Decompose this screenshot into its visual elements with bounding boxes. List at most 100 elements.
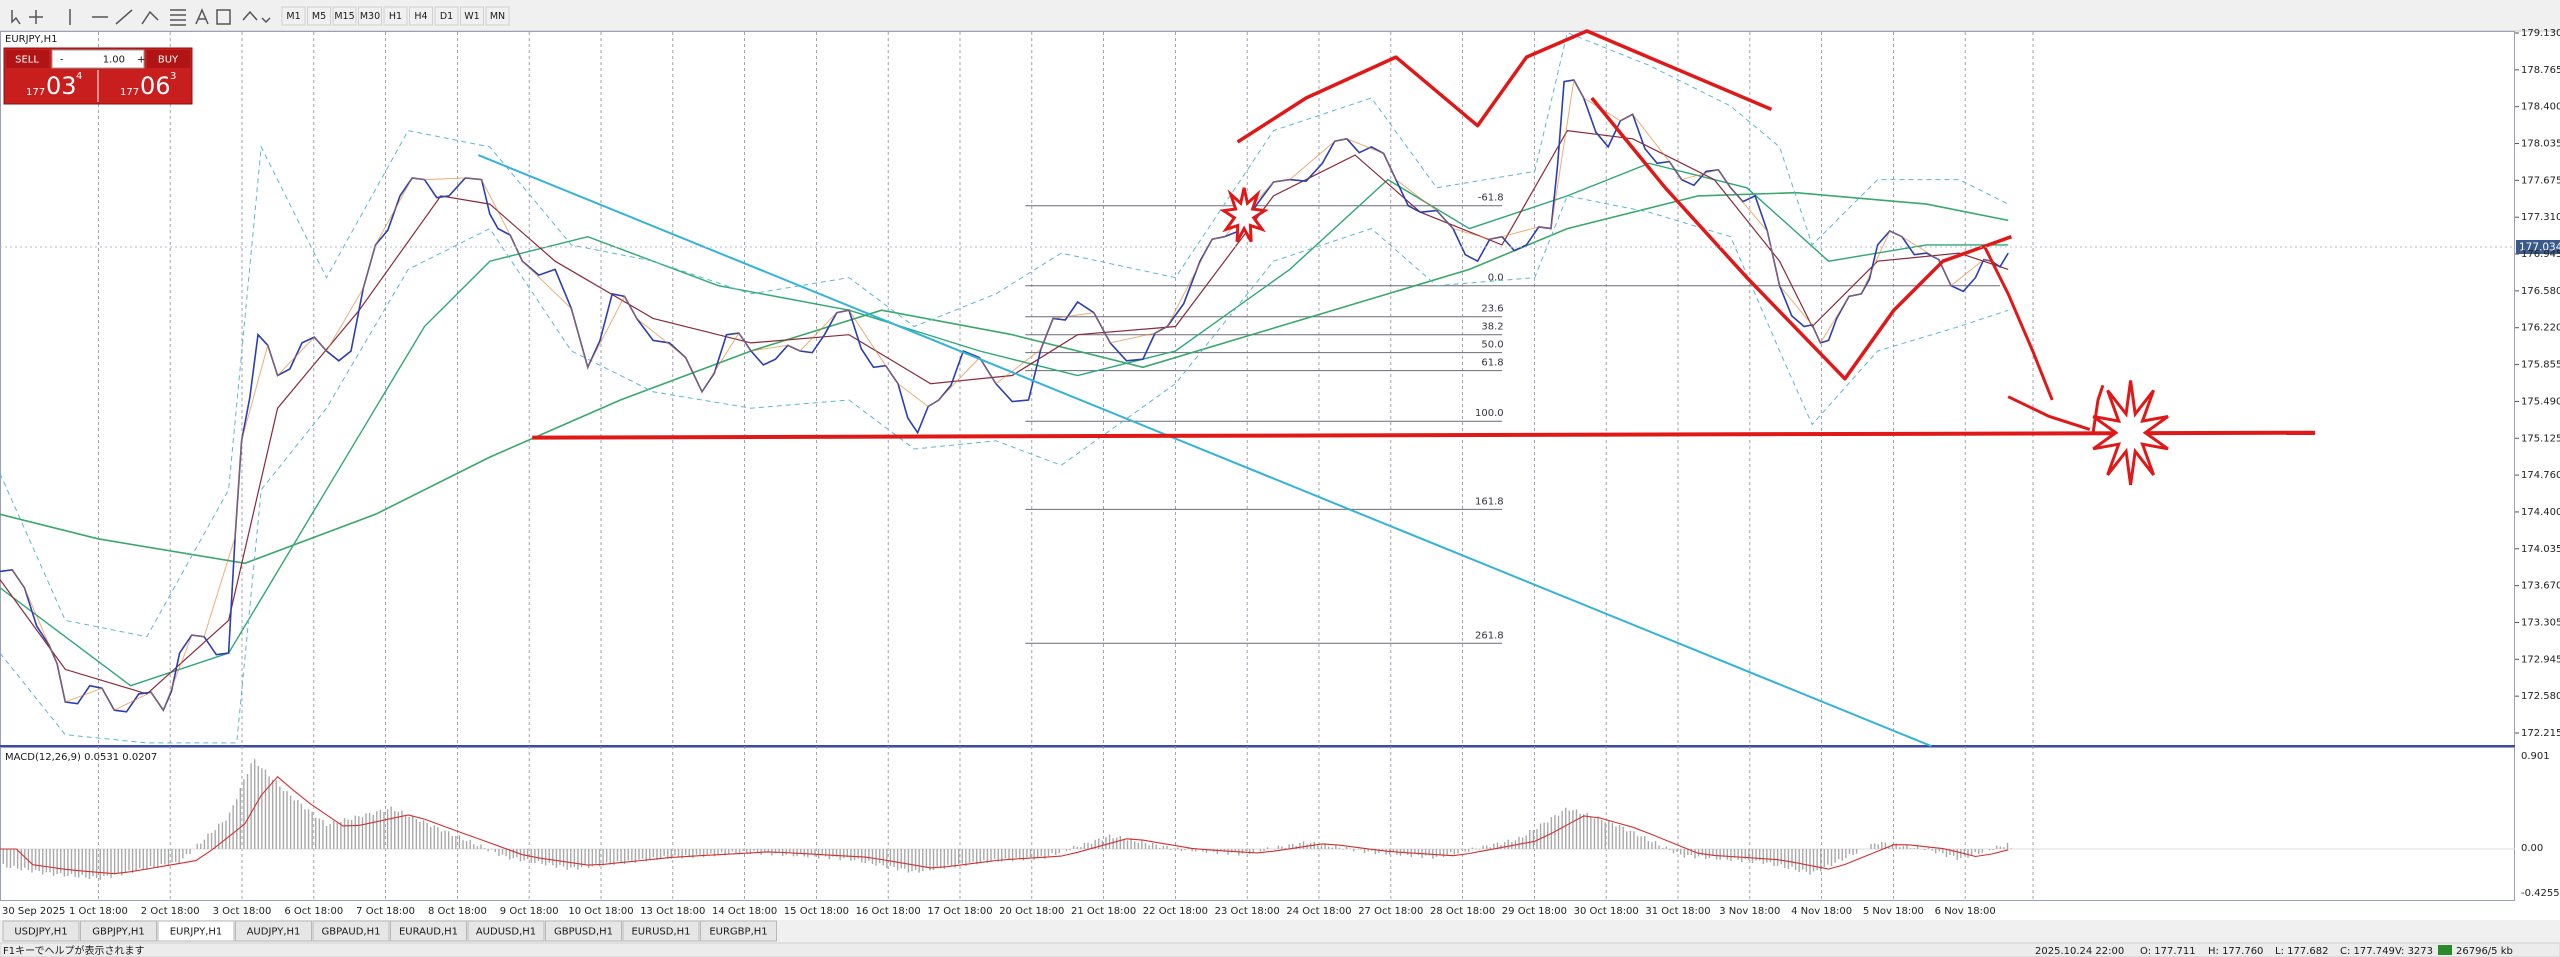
timeframe-button[interactable]	[332, 6, 357, 26]
time-label: 21 Oct 18:00	[1071, 906, 1136, 917]
chart-tab[interactable]	[700, 920, 777, 942]
price-label: 179.130	[2521, 28, 2560, 39]
buy-price-sup[interactable]: 3	[170, 71, 176, 82]
timeframe-label[interactable]: W1	[464, 11, 479, 22]
trendline-icon[interactable]	[115, 9, 133, 25]
chart-tab-label[interactable]: AUDUSD,H1	[476, 927, 536, 938]
chart-tab[interactable]	[157, 920, 235, 942]
time-label: 27 Oct 18:00	[1358, 906, 1423, 917]
status-open: O: 177.711	[2140, 946, 2196, 957]
sell-price-big[interactable]: 03	[46, 72, 77, 100]
indicator-line	[0, 191, 2009, 565]
time-label: 17 Oct 18:00	[927, 906, 992, 917]
annotation-stroke	[2091, 384, 2105, 433]
annotation-stroke	[2007, 395, 2091, 431]
chart-tab[interactable]	[390, 920, 467, 942]
chart-tab-label[interactable]: EURGBP,H1	[709, 927, 767, 938]
chart-tab[interactable]	[467, 920, 545, 942]
lot-decrease[interactable]: -	[60, 55, 64, 66]
cursor-icon[interactable]	[11, 10, 21, 25]
price-label: 173.305	[2521, 617, 2560, 628]
timeframe-button[interactable]	[409, 6, 433, 26]
time-label: 3 Nov 18:00	[1719, 906, 1780, 917]
chart-tab-label[interactable]: EURAUD,H1	[399, 927, 458, 938]
timeframe-button[interactable]	[307, 6, 331, 26]
price-label: 173.670	[2521, 581, 2560, 592]
macd-area	[0, 747, 2515, 901]
sell-price-sup[interactable]: 4	[76, 71, 82, 82]
fib-level-label: 100.0	[1475, 408, 1504, 419]
price-label: 175.855	[2521, 360, 2560, 371]
timeframe-label[interactable]: D1	[440, 11, 453, 22]
chart-tab[interactable]	[312, 920, 390, 942]
fibo-icon[interactable]	[170, 9, 186, 26]
buy-price-prefix[interactable]: 177	[120, 87, 139, 98]
chart-tab-label[interactable]: GBPUSD,H1	[554, 927, 613, 938]
price-label: 178.035	[2521, 139, 2560, 150]
timeframe-label[interactable]: MN	[490, 11, 505, 22]
timeframe-button[interactable]	[281, 6, 306, 26]
chart-tab[interactable]	[622, 920, 700, 942]
timeframe-label[interactable]: M5	[312, 11, 326, 22]
timeframe-button[interactable]	[434, 6, 459, 26]
time-label: 13 Oct 18:00	[640, 906, 705, 917]
time-label: 20 Oct 18:00	[999, 906, 1064, 917]
sell-label[interactable]: SELL	[15, 55, 39, 66]
chart-tab[interactable]	[2, 920, 80, 942]
time-label: 30 Sep 2025	[2, 906, 65, 917]
chart-tab-label[interactable]: AUDJPY,H1	[247, 927, 301, 938]
time-label: 14 Oct 18:00	[712, 906, 777, 917]
chart-tabs: USDJPY,H1 GBPJPY,H1 EURJPY,H1 AUDJPY,H1 GBPA…	[2, 920, 777, 942]
time-label: 6 Nov 18:00	[1935, 906, 1996, 917]
current-price-label: 177.034	[2519, 242, 2560, 254]
timeframe-label[interactable]: H4	[414, 11, 427, 22]
time-label: 2 Oct 18:00	[141, 906, 200, 917]
time-label: 23 Oct 18:00	[1215, 906, 1280, 917]
lot-increase[interactable]: +	[137, 55, 145, 66]
timeframe-label[interactable]: H1	[389, 11, 402, 22]
buy-price-big[interactable]: 06	[140, 72, 171, 100]
annotations	[477, 29, 2316, 748]
crosshair-icon[interactable]	[29, 10, 43, 24]
time-label: 1 Oct 18:00	[69, 906, 128, 917]
buy-button[interactable]	[147, 50, 190, 68]
label-icon[interactable]	[216, 9, 231, 25]
timeframe-label[interactable]: M15	[334, 11, 354, 22]
fib-level-label: 161.8	[1475, 496, 1504, 507]
sell-button[interactable]	[6, 50, 49, 68]
fib-level-label: 23.6	[1481, 304, 1503, 315]
time-label: 28 Oct 18:00	[1430, 906, 1495, 917]
lot-value[interactable]: 1.00	[103, 55, 125, 66]
time-label: 8 Oct 18:00	[428, 906, 487, 917]
status-datetime: 2025.10.24 22:00	[2035, 946, 2124, 957]
chart-tab[interactable]	[80, 920, 157, 942]
timeframe-button[interactable]	[485, 6, 510, 26]
chart-tab[interactable]	[235, 920, 312, 942]
shapes-icon[interactable]	[242, 10, 271, 24]
sell-price-prefix[interactable]: 177	[26, 87, 45, 98]
timeframe-button[interactable]	[460, 6, 484, 26]
indicator-line	[0, 32, 2009, 638]
channel-icon[interactable]	[141, 10, 159, 25]
text-icon[interactable]	[195, 8, 209, 25]
buy-label[interactable]: BUY	[158, 55, 179, 66]
lot-input[interactable]	[51, 49, 145, 69]
timeframe-button[interactable]	[358, 6, 382, 26]
price-line-bear	[11, 78, 1992, 712]
chart-tab-label[interactable]: EURJPY,H1	[170, 927, 223, 938]
fib-level-label: -61.8	[1478, 193, 1504, 204]
timeframe-label[interactable]: M30	[360, 11, 380, 22]
trend-line	[477, 154, 1932, 748]
macd-axis-label: 0.901	[2521, 751, 2550, 762]
chart-tab[interactable]	[545, 920, 622, 942]
chart-tab-label[interactable]: GBPAUD,H1	[322, 927, 381, 938]
chart-tab-label[interactable]: USDJPY,H1	[14, 927, 67, 938]
chart-tab-label[interactable]: GBPJPY,H1	[92, 927, 145, 938]
timeframe-button[interactable]	[383, 6, 408, 26]
status-volume: V: 3273	[2395, 946, 2433, 957]
timeframe-label[interactable]: M1	[286, 11, 300, 22]
time-label: 10 Oct 18:00	[568, 906, 633, 917]
time-label: 22 Oct 18:00	[1143, 906, 1208, 917]
chart-tab-label[interactable]: EURUSD,H1	[631, 927, 690, 938]
